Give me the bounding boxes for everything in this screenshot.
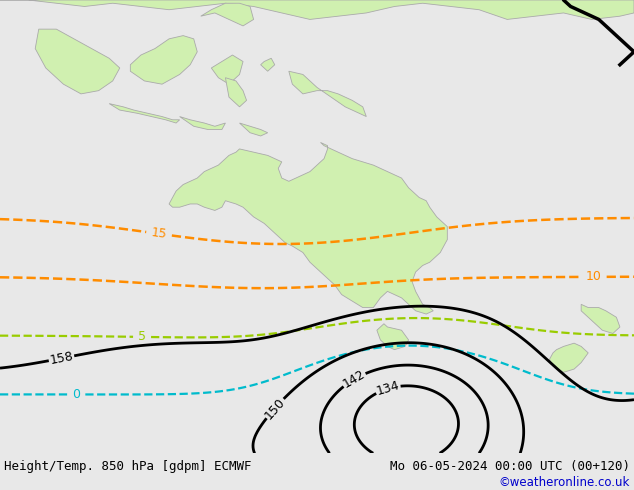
Polygon shape bbox=[550, 343, 588, 372]
Text: 150: 150 bbox=[262, 395, 288, 421]
Text: 0: 0 bbox=[72, 388, 81, 401]
Text: 15: 15 bbox=[150, 226, 168, 241]
Polygon shape bbox=[289, 71, 366, 117]
Polygon shape bbox=[581, 304, 620, 334]
Polygon shape bbox=[201, 3, 254, 26]
Polygon shape bbox=[211, 55, 243, 84]
Polygon shape bbox=[179, 117, 226, 129]
Text: 5: 5 bbox=[138, 330, 146, 343]
Text: ©weatheronline.co.uk: ©weatheronline.co.uk bbox=[498, 476, 630, 489]
Polygon shape bbox=[226, 78, 247, 107]
Polygon shape bbox=[109, 103, 179, 123]
Polygon shape bbox=[261, 58, 275, 71]
Polygon shape bbox=[36, 29, 120, 94]
Text: 158: 158 bbox=[49, 350, 74, 367]
Text: Height/Temp. 850 hPa [gdpm] ECMWF: Height/Temp. 850 hPa [gdpm] ECMWF bbox=[4, 460, 252, 473]
Polygon shape bbox=[169, 143, 448, 314]
Polygon shape bbox=[131, 36, 197, 84]
Polygon shape bbox=[240, 123, 268, 136]
Text: 134: 134 bbox=[375, 379, 401, 398]
Polygon shape bbox=[0, 0, 634, 20]
Text: 142: 142 bbox=[340, 368, 368, 391]
Text: 10: 10 bbox=[586, 270, 602, 283]
Polygon shape bbox=[377, 324, 408, 350]
Text: Mo 06-05-2024 00:00 UTC (00+120): Mo 06-05-2024 00:00 UTC (00+120) bbox=[390, 460, 630, 473]
